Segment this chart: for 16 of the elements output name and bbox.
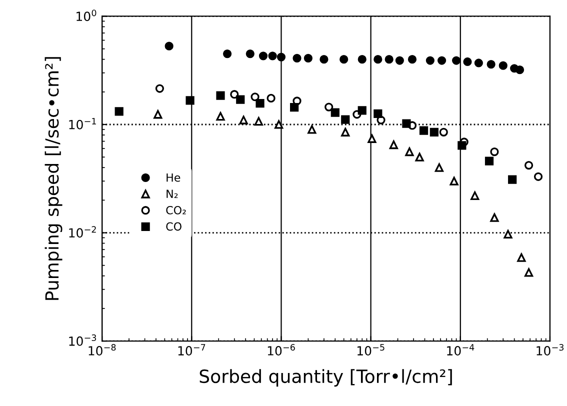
x-tick-label: 10$^{−4}$ — [447, 344, 474, 356]
y-tick-label: 10$^{−2}$ — [69, 226, 96, 238]
y-tick-label: 10$^{−3}$ — [69, 334, 96, 346]
x-tick-label: 10$^{−7}$ — [178, 344, 206, 356]
x-tick-label: 10$^{−5}$ — [358, 344, 384, 356]
legend-label: CO₂ — [166, 206, 186, 214]
x-tick-label: 10$^{−3}$ — [536, 344, 564, 356]
x-tick-label: 10$^{−6}$ — [268, 344, 295, 356]
y-tick-label: 10$^{0}$ — [76, 10, 96, 22]
legend-label: N₂ — [166, 190, 178, 198]
y-axis-title: Pumping speed [l/sec•cm²] — [44, 57, 62, 300]
y-tick-label: 10$^{−1}$ — [69, 118, 96, 130]
legend-label: CO — [166, 222, 182, 231]
x-tick-label: 10$^{−8}$ — [88, 344, 116, 356]
legend-label: He — [166, 174, 180, 182]
x-axis-title: Sorbed quantity [Torr•l/cm²] — [200, 369, 452, 387]
